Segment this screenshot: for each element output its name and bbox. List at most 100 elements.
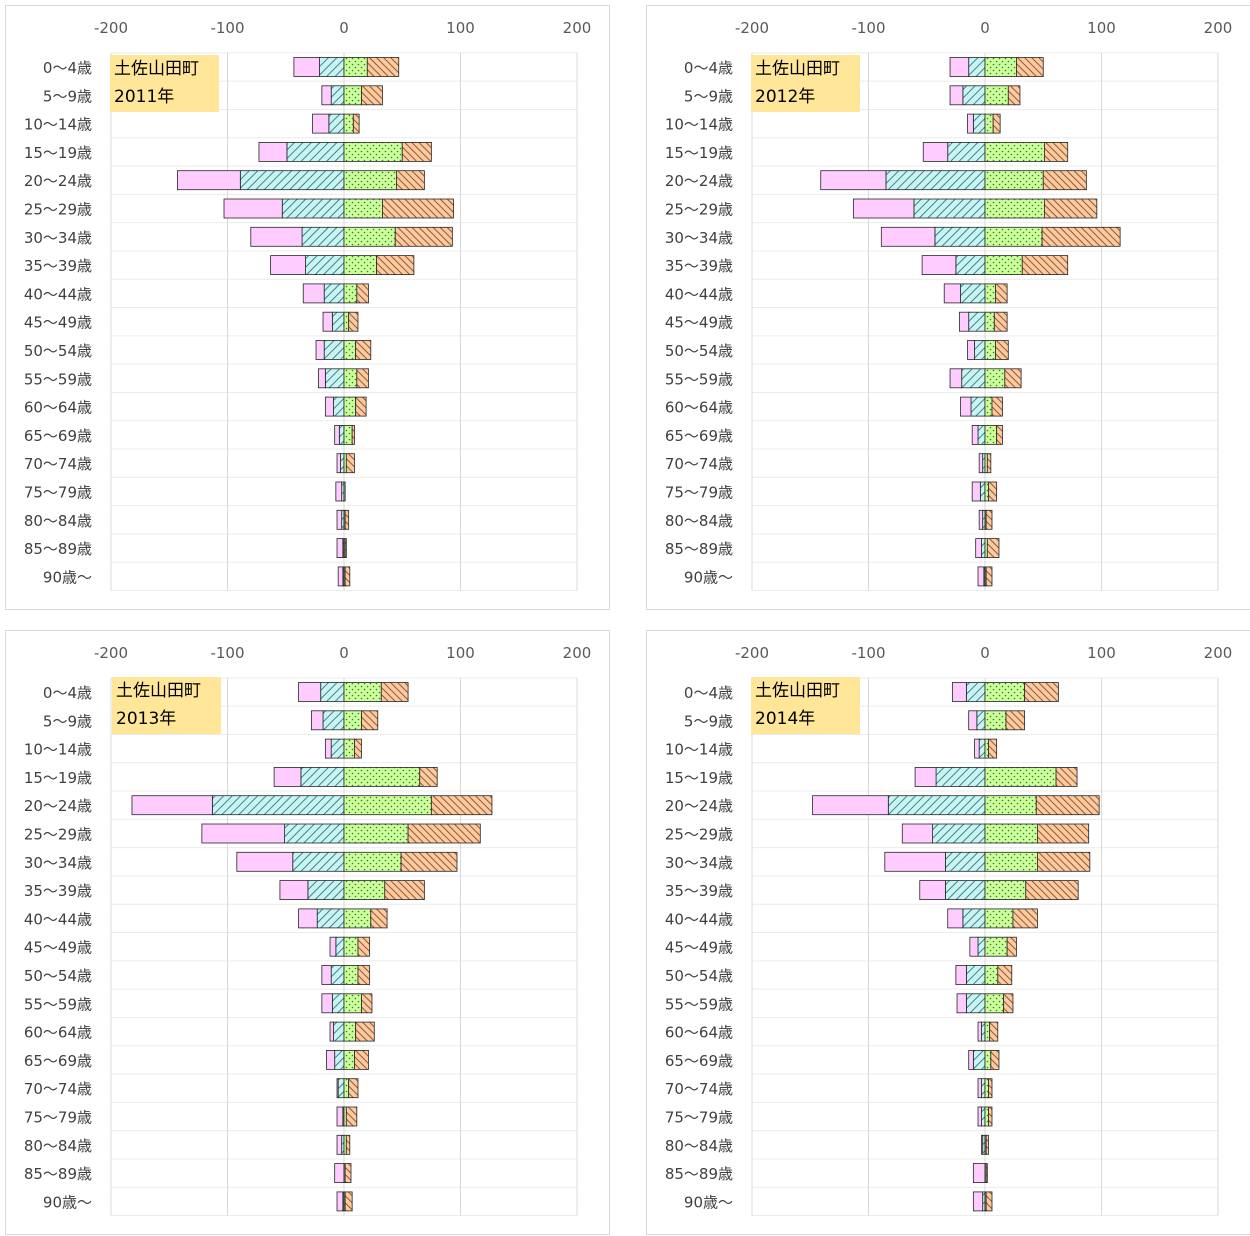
outer-right-bar [985, 1134, 989, 1155]
category-label: 55〜59歳 [665, 995, 733, 1013]
outer-right-bar [361, 85, 383, 106]
inner-right-bar [343, 851, 402, 872]
outer-left-bar [981, 1134, 984, 1155]
category-label: 85〜89歳 [24, 1165, 92, 1183]
category-label: 20〜24歳 [24, 797, 92, 815]
inner-left-bar [979, 481, 986, 502]
outer-left-bar [968, 710, 978, 731]
inner-left-bar [961, 368, 986, 389]
outer-left-bar [335, 481, 343, 502]
inner-left-bar [972, 1049, 986, 1070]
category-label: 80〜84歳 [665, 1137, 733, 1155]
outer-right-bar [348, 311, 359, 332]
inner-right-bar [343, 85, 362, 106]
outer-left-bar [324, 738, 332, 759]
x-tick-label: 200 [1204, 19, 1233, 37]
chart-panel-2011: -200 -100 0 100 200 0〜4歳 5〜9歳 10〜14歳 15〜19歳 20〜24… [5, 5, 610, 610]
x-tick-label: 100 [446, 19, 475, 37]
outer-left-bar [978, 509, 984, 530]
inner-left-bar [972, 113, 986, 134]
annotation-year: 2013年 [116, 709, 177, 729]
category-label: 25〜29歳 [24, 201, 92, 219]
outer-right-bar [988, 1078, 993, 1099]
inner-right-bar [984, 993, 1005, 1014]
category-label: 90歳〜 [43, 1193, 92, 1211]
category-label: 75〜79歳 [665, 484, 733, 502]
x-tick-label: 200 [563, 19, 592, 37]
x-tick-label: -200 [94, 644, 128, 662]
outer-right-bar [352, 113, 360, 134]
inner-right-bar [984, 1106, 989, 1127]
outer-left-bar [329, 936, 337, 957]
inner-right-bar [984, 823, 1038, 844]
category-label: 10〜14歳 [665, 116, 733, 134]
inner-right-bar [984, 311, 995, 332]
outer-right-bar [356, 368, 369, 389]
category-label: 60〜64歳 [24, 399, 92, 417]
inner-right-bar [343, 226, 396, 247]
outer-left-bar [336, 1106, 344, 1127]
outer-left-bar [131, 795, 213, 816]
category-label: 45〜49歳 [665, 939, 733, 957]
category-label: 90歳〜 [43, 568, 92, 586]
outer-right-bar [344, 1191, 353, 1212]
inner-right-bar [984, 1078, 989, 1099]
inner-right-bar [984, 1049, 992, 1070]
inner-right-bar [984, 57, 1017, 77]
inner-left-bar [281, 198, 345, 219]
inner-left-bar [330, 738, 345, 759]
inner-left-bar [960, 283, 986, 304]
inner-right-bar [343, 738, 355, 759]
outer-right-bar [986, 538, 1000, 558]
category-label: 15〜19歳 [665, 769, 733, 787]
outer-left-bar [250, 226, 303, 247]
category-label: 65〜69歳 [24, 427, 92, 445]
inner-left-bar [976, 710, 986, 731]
outer-left-bar [329, 1021, 334, 1042]
outer-left-bar [177, 170, 241, 191]
chart-annotation: 土佐山田町 2011年 [110, 55, 219, 112]
category-label: 15〜19歳 [24, 769, 92, 787]
outer-right-bar [357, 936, 371, 957]
outer-right-bar [344, 538, 347, 558]
outer-left-bar [972, 1163, 986, 1183]
outer-right-bar [1007, 85, 1021, 106]
inner-right-bar [984, 880, 1027, 901]
inner-left-bar [337, 1078, 345, 1099]
x-tick-label: -200 [735, 19, 769, 37]
inner-left-bar [981, 1106, 986, 1127]
inner-right-bar [984, 965, 999, 985]
category-label: 85〜89歳 [24, 540, 92, 558]
annotation-area: 土佐山田町 [755, 59, 840, 79]
category-label: 40〜44歳 [665, 285, 733, 303]
inner-left-bar [320, 682, 345, 702]
inner-left-bar [324, 368, 345, 389]
inner-right-bar [984, 170, 1044, 191]
category-label: 80〜84歳 [24, 1137, 92, 1155]
inner-left-bar [333, 1021, 345, 1042]
category-label: 75〜79歳 [665, 1109, 733, 1127]
inner-left-bar [305, 255, 345, 276]
category-label: 85〜89歳 [665, 540, 733, 558]
inner-left-bar [330, 965, 345, 985]
outer-right-bar [1012, 908, 1038, 929]
inner-left-bar [932, 823, 986, 844]
outer-left-bar [949, 57, 970, 77]
outer-left-bar [324, 396, 334, 417]
outer-right-bar [380, 682, 409, 702]
outer-left-bar [258, 141, 288, 162]
inner-right-bar [984, 198, 1045, 219]
outer-left-bar [956, 993, 967, 1014]
inner-right-bar [343, 936, 359, 957]
category-label: 20〜24歳 [665, 797, 733, 815]
outer-left-bar [967, 113, 974, 134]
category-label: 55〜59歳 [665, 370, 733, 388]
category-label: 10〜14歳 [665, 741, 733, 759]
outer-left-bar [334, 1163, 345, 1183]
inner-left-bar [977, 424, 986, 445]
annotation-area: 土佐山田町 [116, 681, 201, 701]
inner-left-bar [239, 170, 345, 191]
inner-left-bar [965, 965, 986, 985]
outer-left-bar [880, 226, 936, 247]
inner-left-bar [885, 170, 986, 191]
